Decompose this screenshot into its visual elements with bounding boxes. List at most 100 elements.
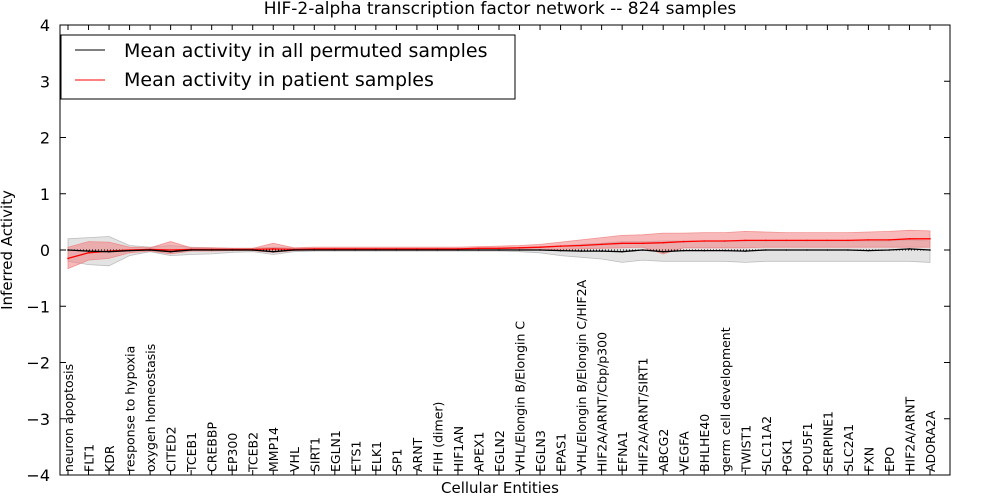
data-point-series-1 (600, 243, 603, 246)
x-tick-label: VEGFA (677, 431, 692, 472)
data-point-series-0 (149, 249, 151, 251)
x-tick-label: EPO (882, 447, 897, 472)
data-point-series-0 (334, 249, 336, 251)
data-point-series-0 (87, 250, 90, 252)
data-point-series-0 (867, 249, 870, 252)
data-point-series-0 (847, 249, 849, 251)
legend: Mean activity in all permuted samples Me… (60, 34, 516, 100)
x-axis-label: Cellular Entities (441, 479, 559, 497)
x-tick-label: EGLN1 (328, 430, 343, 472)
x-tick-label: HIF2A/ARNT (903, 396, 918, 472)
data-point-series-0 (108, 250, 110, 253)
x-tick-label: HIF1AN (451, 426, 466, 472)
data-point-series-1 (641, 242, 644, 245)
x-tick-label: oxygen homeostasis (143, 344, 158, 472)
data-point-series-0 (498, 249, 500, 251)
x-tick-label: ELK1 (369, 441, 384, 472)
x-tick-label: SLC2A1 (841, 424, 856, 472)
data-point-series-1 (457, 248, 459, 250)
x-tick-label: POU5F1 (800, 422, 815, 472)
x-tick-label: ABCG2 (656, 429, 671, 472)
data-point-series-0 (375, 249, 377, 251)
data-point-series-1 (682, 240, 685, 243)
data-point-series-1 (87, 252, 90, 254)
data-point-series-1 (929, 238, 931, 240)
x-tick-label: ADORA2A (923, 410, 938, 472)
data-point-series-0 (580, 250, 582, 252)
data-point-series-0 (703, 249, 705, 252)
x-tick-label: HIF2A/ARNT/Cbp/p300 (595, 332, 610, 472)
x-tick-label: SIRT1 (307, 437, 322, 472)
data-point-series-1 (498, 247, 500, 250)
x-tick-label: ARNT (410, 437, 425, 472)
data-point-series-1 (662, 241, 664, 244)
x-tick-label: germ cell development (718, 327, 733, 472)
y-axis: −4 −3 −2 −1 0 1 2 3 4 (26, 16, 950, 485)
data-point-series-1 (785, 239, 788, 242)
data-point-series-1 (867, 239, 870, 241)
data-point-series-0 (765, 249, 767, 251)
x-tick-label: TWIST1 (738, 425, 753, 473)
data-point-series-0 (67, 249, 69, 251)
data-point-series-1 (375, 248, 377, 250)
data-point-series-1 (908, 238, 911, 240)
y-tick-label: −1 (26, 297, 50, 316)
data-point-series-0 (826, 249, 829, 251)
y-tick-label: 3 (40, 72, 50, 91)
y-tick-label: 2 (40, 129, 50, 148)
x-tick-label: SERPINE1 (820, 411, 835, 472)
x-tick-label: SP1 (389, 449, 404, 472)
x-tick-label: ETS1 (348, 441, 363, 472)
x-tick-label: EGLN2 (492, 430, 507, 472)
data-point-series-1 (354, 248, 357, 250)
data-point-series-1 (416, 248, 418, 250)
data-point-series-1 (313, 248, 316, 250)
data-point-series-0 (724, 249, 726, 252)
x-tick-label: TCEB1 (184, 432, 199, 473)
x-tick-label: BHLHE40 (697, 414, 712, 472)
data-point-series-0 (293, 249, 295, 251)
data-point-series-1 (888, 239, 890, 241)
data-point-series-0 (662, 250, 664, 253)
data-point-series-1 (703, 240, 705, 242)
x-tick-label: APEX1 (472, 431, 487, 472)
data-point-series-1 (806, 239, 808, 242)
x-tick-label: HIF2A/ARNT/SIRT1 (636, 358, 651, 472)
data-point-series-1 (169, 249, 172, 251)
y-tick-label: −4 (26, 466, 50, 485)
data-point-series-0 (190, 249, 192, 251)
data-point-series-0 (272, 250, 275, 253)
data-point-series-1 (477, 247, 480, 250)
x-tick-label: FXN (861, 447, 876, 472)
x-axis: neuron apoptosis FLT1 KDR response to hypox… (61, 25, 938, 475)
data-point-series-0 (416, 249, 418, 251)
data-point-series-1 (539, 246, 541, 248)
x-tick-label: KDR (102, 445, 117, 472)
legend-label-permuted: Mean activity in all permuted samples (124, 40, 487, 62)
data-point-series-1 (765, 239, 767, 242)
x-tick-label: VHL (287, 447, 302, 472)
data-point-series-1 (847, 239, 849, 242)
data-point-series-0 (354, 249, 357, 251)
x-tick-label: EFNA1 (615, 431, 630, 472)
data-point-series-1 (395, 248, 398, 250)
plot-area (67, 229, 931, 270)
data-point-series-0 (559, 249, 562, 252)
x-tick-label: FLT1 (82, 444, 97, 472)
y-axis-label: Inferred Activity (0, 190, 16, 310)
data-point-series-0 (313, 249, 316, 251)
data-point-series-1 (272, 248, 275, 250)
data-point-series-0 (457, 249, 459, 251)
data-point-series-0 (600, 250, 603, 252)
data-point-series-1 (559, 245, 562, 247)
data-point-series-0 (744, 250, 747, 252)
x-tick-label: MMP14 (266, 427, 281, 472)
chart-title: HIF-2-alpha transcription factor network… (264, 0, 737, 19)
data-point-series-0 (436, 249, 439, 251)
x-tick-label: PGK1 (779, 439, 794, 472)
x-tick-label: EPAS1 (554, 433, 569, 472)
data-point-series-0 (682, 249, 685, 252)
data-point-series-0 (128, 249, 131, 252)
x-tick-label: SLC11A2 (759, 416, 774, 472)
